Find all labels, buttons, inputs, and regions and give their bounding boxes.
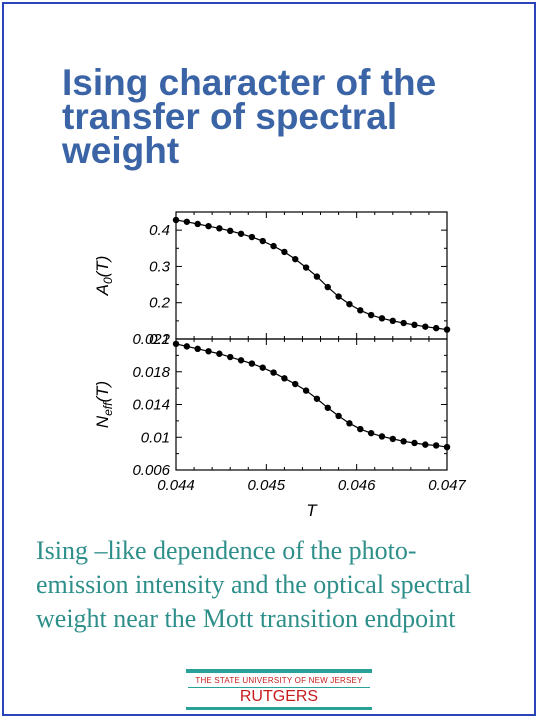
- y-axis-label: A0(T): [93, 256, 115, 297]
- slide-title: Ising character of the transfer of spect…: [62, 62, 502, 171]
- data-point: [292, 255, 299, 263]
- data-point: [367, 429, 375, 437]
- y-tick-label: 0.4: [149, 222, 170, 239]
- data-point: [378, 315, 386, 322]
- data-point: [194, 345, 201, 353]
- data-point: [205, 348, 212, 355]
- data-point: [313, 273, 321, 280]
- x-tick-label: 0.044: [157, 477, 195, 494]
- data-point: [400, 319, 407, 327]
- data-point: [248, 360, 256, 367]
- plot-frame: [175, 211, 448, 340]
- x-axis-label: T: [306, 501, 318, 520]
- slide-title-line: weight: [62, 130, 180, 171]
- bottom-panel: 0.006 0.01 0.014 0.018 0.022 Neff(T) 0.044 0.04…: [93, 331, 466, 520]
- slide-caption: Ising –like dependence of the photo- emi…: [36, 534, 516, 636]
- data-point: [302, 387, 310, 394]
- data-point: [292, 380, 299, 388]
- y-tick-label: 0.3: [149, 258, 171, 275]
- ising-chart: 0.10.20.30.4A0(T) 0.0060.010.0140.0180.0…: [93, 211, 466, 520]
- caption-line: weight near the Mott transition endpoint: [36, 604, 456, 633]
- data-point: [205, 222, 212, 230]
- caption-line: Ising –like dependence of the photo-: [36, 536, 417, 565]
- data-point: [411, 321, 418, 329]
- data-point: [172, 340, 180, 348]
- y-tick-label: 0.014: [132, 397, 170, 414]
- data-point: [227, 353, 234, 361]
- y-tick-label: 0.018: [132, 364, 170, 381]
- data-point: [432, 324, 440, 332]
- data-point: [443, 443, 451, 451]
- data-point: [389, 317, 396, 325]
- data-point: [324, 283, 331, 291]
- plot-frame: [175, 338, 448, 471]
- y-tick-label: 0.022: [132, 331, 170, 348]
- data-point: [357, 307, 364, 314]
- data-point: [270, 242, 277, 250]
- rutgers-logo: THE STATE UNIVERSITY OF NEW JERSEY RUTGE…: [186, 669, 372, 713]
- data-point: [248, 233, 256, 241]
- y-tick-label: 0.1: [149, 331, 170, 348]
- data-point: [422, 323, 429, 330]
- data-point: [302, 264, 310, 271]
- caption-line: emission intensity and the optical spect…: [36, 570, 472, 599]
- logo-university-text: THE STATE UNIVERSITY OF NEW JERSEY: [195, 676, 363, 685]
- data-point: [367, 311, 375, 319]
- series-line: [175, 343, 448, 448]
- logo-rule: [186, 707, 372, 710]
- data-point: [389, 435, 396, 443]
- data-point: [183, 218, 191, 225]
- data-point: [335, 412, 342, 420]
- data-point: [259, 237, 266, 245]
- slide-title-line: transfer of spectral: [62, 96, 398, 137]
- data-point: [281, 375, 288, 382]
- data-point: [172, 216, 180, 224]
- y-tick-label: 0.01: [141, 429, 170, 446]
- x-tick-label: 0.046: [338, 477, 376, 494]
- data-point: [346, 300, 353, 308]
- data-point: [357, 425, 364, 433]
- data-point: [400, 438, 407, 445]
- data-point: [237, 357, 245, 364]
- data-point: [259, 364, 266, 371]
- data-point: [335, 293, 342, 300]
- data-point: [346, 420, 353, 427]
- x-tick-label: 0.047: [428, 477, 466, 494]
- y-axis-label: Neff(T): [93, 381, 115, 428]
- y-tick-label: 0.2: [149, 295, 171, 312]
- data-point: [411, 439, 418, 447]
- x-tick-label: 0.045: [248, 477, 286, 494]
- data-point: [270, 369, 277, 376]
- data-point: [237, 230, 245, 237]
- data-point: [194, 220, 201, 228]
- data-point: [183, 343, 191, 350]
- data-point: [443, 326, 451, 333]
- y-tick-label: 0.006: [132, 462, 170, 479]
- logo-rule: [186, 669, 372, 673]
- top-panel: 0.1 0.2 0.3 0.4 A0(T): [93, 211, 451, 348]
- data-point: [313, 395, 321, 402]
- data-point: [227, 227, 234, 235]
- series-line: [175, 219, 448, 331]
- data-point: [216, 350, 223, 357]
- data-point: [432, 442, 440, 449]
- logo-name-text: RUTGERS: [239, 688, 319, 705]
- logo-rule: [188, 687, 370, 688]
- data-point: [324, 404, 331, 411]
- data-point: [216, 225, 223, 232]
- data-point: [378, 433, 386, 440]
- data-point: [281, 248, 288, 256]
- data-point: [422, 441, 429, 448]
- slide-title-line: Ising character of the: [62, 62, 437, 103]
